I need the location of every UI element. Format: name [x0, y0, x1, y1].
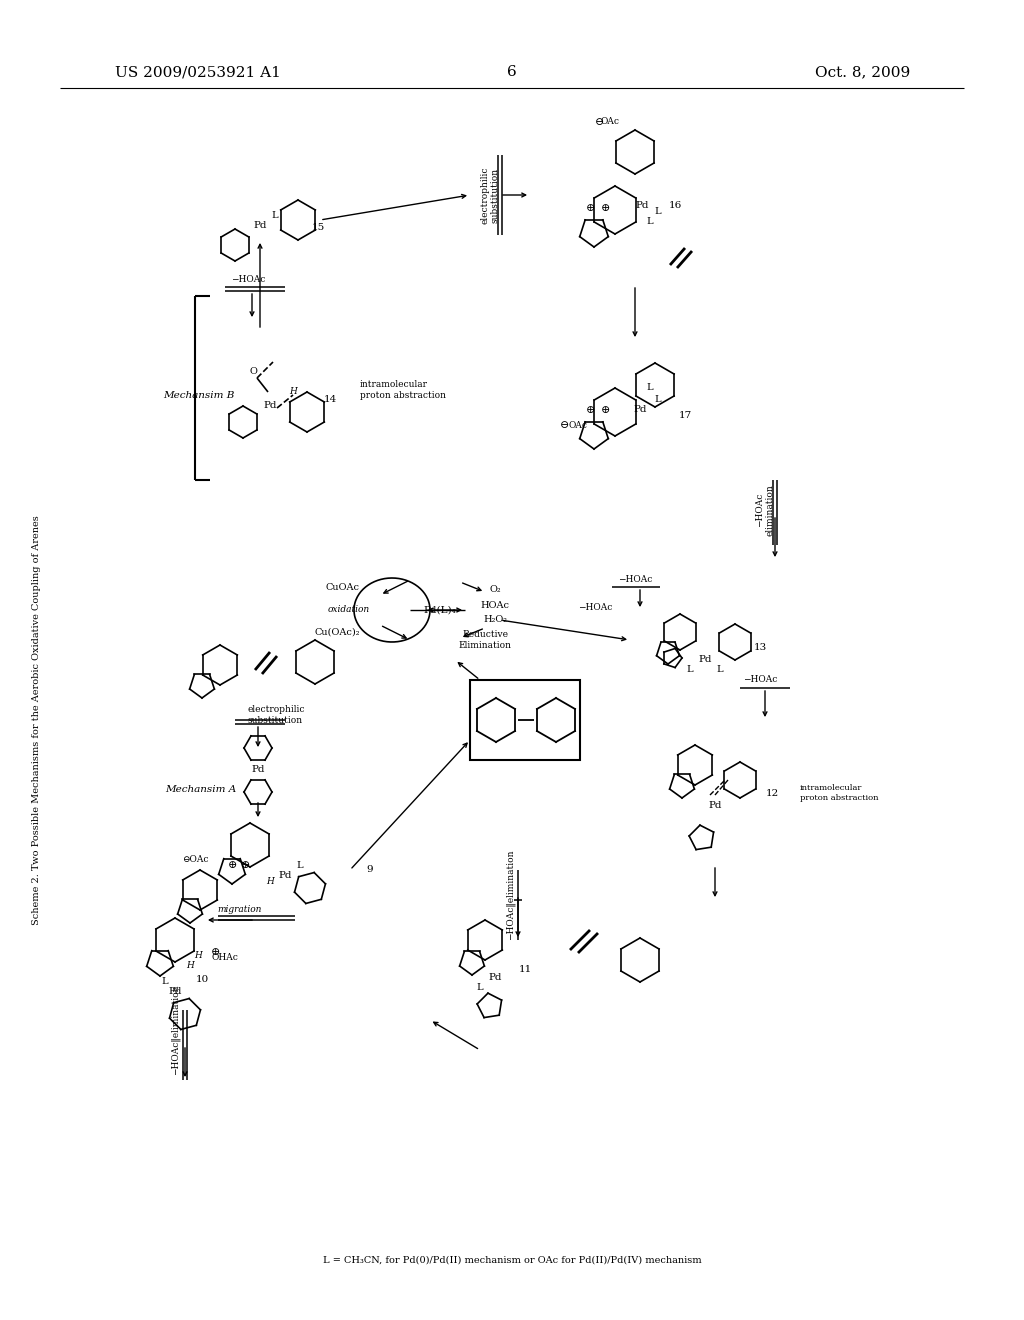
Text: 11: 11 [518, 965, 531, 974]
Text: intramolecular
proton abstraction: intramolecular proton abstraction [360, 380, 446, 400]
Text: HOAc: HOAc [480, 601, 510, 610]
Text: oxidation: oxidation [328, 606, 370, 615]
Text: −HOAc: −HOAc [617, 576, 652, 585]
Text: Pd: Pd [279, 870, 292, 879]
Text: L: L [162, 978, 168, 986]
Text: −HOAc: −HOAc [578, 603, 612, 612]
Bar [470, 680, 580, 760]
Text: H₂O₂: H₂O₂ [483, 615, 507, 624]
Text: 14: 14 [324, 396, 337, 404]
Text: Pd: Pd [709, 800, 722, 809]
Text: ⊖OAc: ⊖OAc [181, 855, 208, 865]
Text: L: L [477, 983, 483, 993]
Text: CuOAc: CuOAc [326, 583, 360, 593]
Text: O₂: O₂ [489, 586, 501, 594]
Text: 15: 15 [311, 223, 325, 232]
Text: Pd: Pd [635, 201, 649, 210]
Text: L = CH₃CN, for Pd(0)/Pd(II) mechanism or OAc for Pd(II)/Pd(IV) mechanism: L = CH₃CN, for Pd(0)/Pd(II) mechanism or… [323, 1255, 701, 1265]
Text: L: L [647, 384, 653, 392]
Text: Oct. 8, 2009: Oct. 8, 2009 [815, 65, 910, 79]
Text: Pd: Pd [698, 656, 712, 664]
Text: 12: 12 [765, 788, 778, 797]
Text: H: H [186, 961, 194, 969]
Text: ⊕: ⊕ [586, 405, 595, 414]
Text: ⊕: ⊕ [600, 203, 609, 213]
Text: 6: 6 [507, 65, 517, 79]
Text: OAc: OAc [568, 421, 588, 429]
Text: Reductive
Elimination: Reductive Elimination [459, 630, 512, 649]
Text: L: L [687, 665, 693, 675]
Text: Mechansim B: Mechansim B [163, 391, 234, 400]
Text: intramolecular
proton abstraction: intramolecular proton abstraction [800, 784, 879, 801]
Text: 17: 17 [678, 411, 691, 420]
Text: H: H [289, 388, 297, 396]
Text: 10: 10 [196, 975, 209, 985]
Text: −HOAc‖elimination: −HOAc‖elimination [505, 850, 515, 940]
Text: Mechansim A: Mechansim A [165, 785, 237, 795]
Text: H: H [195, 950, 202, 960]
Text: L: L [297, 861, 303, 870]
Text: electrophilic
substitution: electrophilic substitution [480, 166, 500, 224]
Text: Pd: Pd [168, 987, 181, 997]
Text: −HOAc‖elimination: −HOAc‖elimination [170, 985, 180, 1076]
Text: Pd: Pd [253, 220, 266, 230]
Text: L: L [271, 210, 279, 219]
Text: Pd: Pd [488, 974, 502, 982]
Text: Cu(OAc)₂: Cu(OAc)₂ [314, 627, 360, 636]
Text: ⊕: ⊕ [210, 946, 220, 957]
Text: H: H [266, 878, 274, 887]
Text: ⊕: ⊕ [241, 861, 250, 870]
Text: L: L [654, 396, 662, 404]
Text: −HOAc: −HOAc [230, 276, 265, 285]
Text: OAc: OAc [600, 117, 620, 127]
Text: L: L [654, 207, 662, 216]
Text: L: L [647, 218, 653, 227]
Text: migration: migration [218, 906, 262, 915]
Text: Pd: Pd [633, 405, 647, 414]
Text: O: O [249, 367, 257, 376]
Text: ⊖: ⊖ [560, 420, 569, 430]
Text: electrophilic
substitution: electrophilic substitution [248, 705, 305, 725]
Text: Pd: Pd [251, 766, 265, 775]
Text: ⊕: ⊕ [586, 203, 595, 213]
Text: ⊕: ⊕ [227, 861, 237, 870]
Text: 9: 9 [367, 866, 374, 874]
Text: −HOAc: −HOAc [742, 676, 777, 685]
Text: ⊖: ⊖ [595, 117, 605, 127]
Text: Pd: Pd [263, 400, 276, 409]
Text: OHAc: OHAc [212, 953, 239, 962]
Text: 13: 13 [754, 644, 767, 652]
Text: L: L [717, 665, 723, 675]
Text: ⊕: ⊕ [600, 405, 609, 414]
Text: −HOAc
elimination: −HOAc elimination [756, 484, 775, 536]
Text: US 2009/0253921 A1: US 2009/0253921 A1 [115, 65, 281, 79]
Text: Scheme 2. Two Possible Mechanisms for the Aerobic Oxidative Coupling of Arenes: Scheme 2. Two Possible Mechanisms for th… [33, 515, 42, 925]
Text: Pd(L)₄: Pd(L)₄ [424, 606, 457, 615]
Text: 16: 16 [669, 201, 682, 210]
